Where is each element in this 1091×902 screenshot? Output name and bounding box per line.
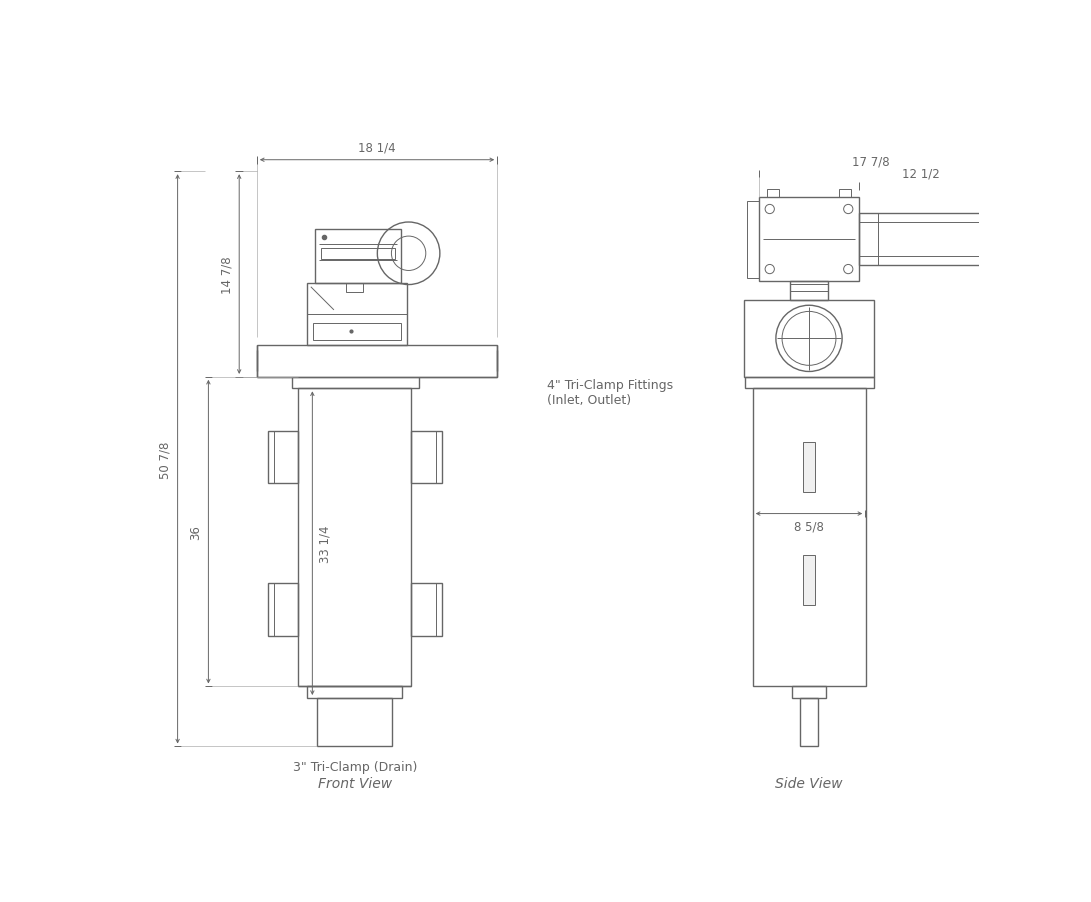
Bar: [321, 249, 395, 260]
Bar: [745, 377, 874, 389]
Bar: [753, 389, 866, 686]
Text: 50 7/8: 50 7/8: [158, 441, 171, 478]
Bar: [299, 389, 411, 686]
Bar: [803, 443, 815, 492]
Text: 3" Tri-Clamp (Drain): 3" Tri-Clamp (Drain): [292, 760, 417, 773]
Text: 8 5/8: 8 5/8: [794, 520, 824, 533]
Text: 4" Tri-Clamp Fittings
(Inlet, Outlet): 4" Tri-Clamp Fittings (Inlet, Outlet): [548, 379, 673, 407]
Bar: [744, 300, 875, 377]
Text: 12 1/2: 12 1/2: [902, 168, 939, 180]
Bar: [839, 189, 851, 198]
Text: 33 1/4: 33 1/4: [319, 525, 332, 562]
Bar: [767, 189, 779, 198]
Text: 18 1/4: 18 1/4: [358, 142, 396, 154]
Bar: [746, 201, 759, 278]
Bar: [411, 584, 442, 636]
Bar: [790, 285, 828, 291]
Text: 36: 36: [189, 525, 202, 539]
Bar: [346, 283, 363, 293]
Bar: [267, 584, 299, 636]
Bar: [803, 556, 815, 605]
Bar: [800, 698, 818, 747]
Bar: [267, 431, 299, 483]
Bar: [307, 283, 407, 345]
Bar: [411, 431, 442, 483]
Bar: [314, 230, 400, 283]
Bar: [291, 377, 419, 389]
Bar: [859, 214, 982, 266]
Text: Side View: Side View: [776, 776, 842, 790]
Bar: [317, 698, 393, 747]
Bar: [256, 345, 497, 377]
Bar: [313, 324, 400, 341]
Text: Front View: Front View: [317, 776, 392, 790]
Bar: [759, 198, 859, 282]
Bar: [307, 686, 403, 698]
Bar: [790, 282, 828, 300]
Bar: [792, 686, 826, 698]
Text: 17 7/8: 17 7/8: [852, 155, 889, 169]
Text: 14 7/8: 14 7/8: [220, 256, 233, 293]
